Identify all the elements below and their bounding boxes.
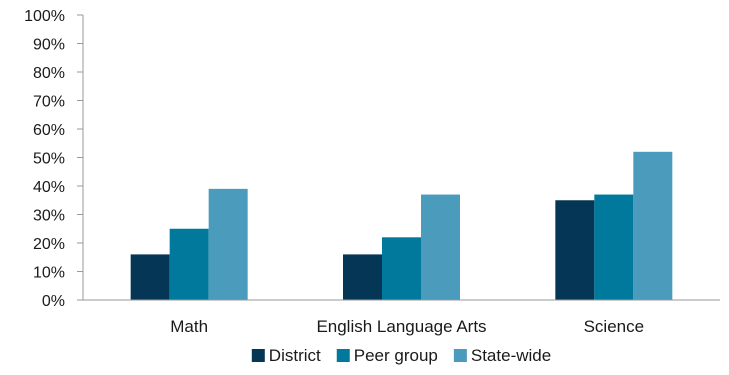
legend-label-state-wide: State-wide — [471, 346, 551, 365]
x-category-label: Science — [584, 317, 644, 336]
x-axis: Math English Language Arts Science — [83, 299, 720, 336]
bars — [130, 151, 673, 300]
legend-swatch-state-wide — [453, 349, 467, 362]
y-tick-label: 20% — [33, 236, 65, 253]
bar-state-wide-english-language-arts — [421, 194, 460, 300]
bar-district-science — [555, 200, 595, 300]
x-category-label: English Language Arts — [316, 317, 486, 336]
y-tick-label: 0% — [42, 293, 65, 310]
bar-peer-group-math — [169, 228, 209, 300]
bar-peer-group-science — [594, 194, 634, 300]
y-tick-label: 30% — [33, 208, 65, 225]
legend-swatch-district — [251, 349, 265, 362]
legend-swatch-peer-group — [336, 349, 350, 362]
y-tick-label: 40% — [33, 179, 65, 196]
bar-peer-group-english-language-arts — [382, 237, 421, 300]
y-tick-label: 10% — [33, 265, 65, 282]
legend-label-peer-group: Peer group — [354, 346, 438, 365]
legend: District Peer group State-wide — [251, 346, 551, 365]
bar-state-wide-math — [208, 188, 248, 300]
bar-state-wide-science — [633, 151, 673, 300]
y-tick-label: 100% — [24, 8, 65, 25]
y-tick-label: 70% — [33, 94, 65, 111]
y-tick-label: 50% — [33, 151, 65, 168]
y-tick-label: 80% — [33, 65, 65, 82]
y-tick-label: 60% — [33, 122, 65, 139]
bar-district-english-language-arts — [343, 254, 382, 300]
y-axis: 0% 10% 20% 30% 40% 50% 60% 70% 80% 90% 100% — [24, 8, 84, 310]
x-category-label: Math — [170, 317, 208, 336]
y-tick-label: 90% — [33, 37, 65, 54]
bar-district-math — [130, 254, 170, 300]
legend-label-district: District — [269, 346, 321, 365]
